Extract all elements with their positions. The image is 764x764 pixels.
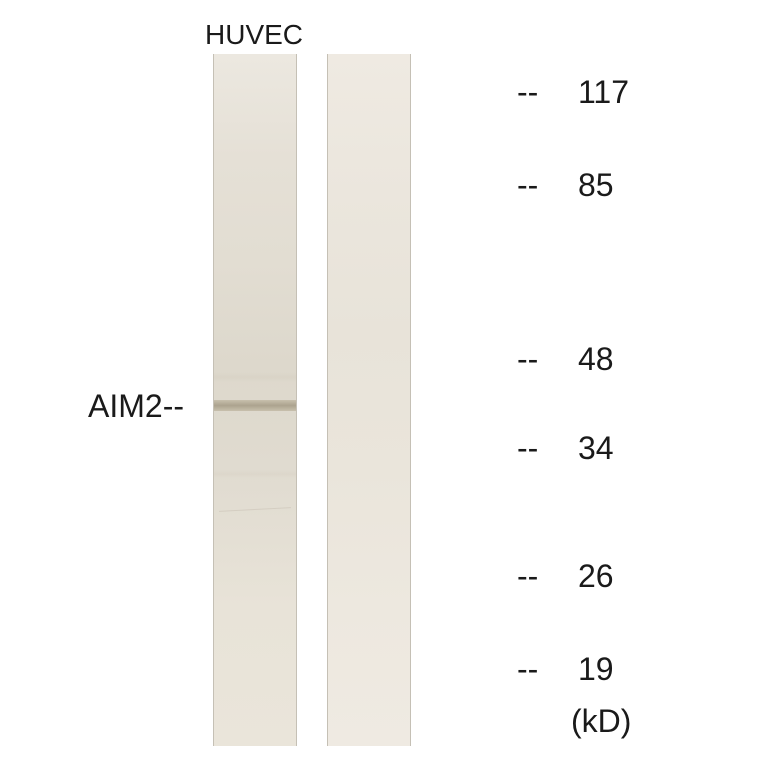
unit-label-kd: (kD): [571, 703, 631, 740]
western-blot-figure: HUVEC AIM2-- -- 117 -- 85 -- 48 -- 34 --…: [0, 0, 764, 764]
marker-value-19: 19: [578, 651, 614, 688]
blot-lane-1: [213, 54, 297, 746]
marker-value-34: 34: [578, 430, 614, 467]
protein-band-faint-upper: [214, 372, 296, 382]
lane-header-huvec: HUVEC: [205, 19, 303, 51]
marker-tick-26: --: [517, 558, 538, 595]
marker-tick-48: --: [517, 341, 538, 378]
marker-tick-85: --: [517, 167, 538, 204]
target-protein-label: AIM2--: [88, 388, 184, 425]
marker-value-85: 85: [578, 167, 614, 204]
blot-lane-2: [327, 54, 411, 746]
marker-tick-19: --: [517, 651, 538, 688]
marker-value-48: 48: [578, 341, 614, 378]
marker-tick-34: --: [517, 430, 538, 467]
protein-band-faint-lower: [214, 470, 296, 478]
marker-value-117: 117: [578, 74, 629, 111]
marker-tick-117: --: [517, 74, 538, 111]
protein-band-aim2: [214, 400, 296, 411]
lane-artifact: [219, 507, 291, 512]
marker-value-26: 26: [578, 558, 614, 595]
